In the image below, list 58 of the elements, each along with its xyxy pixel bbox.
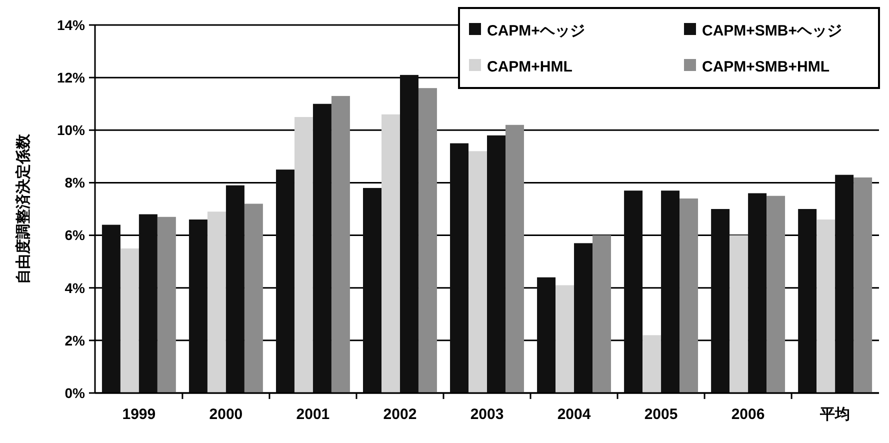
- y-tick-label: 0%: [64, 384, 86, 401]
- y-tick-label: 14%: [56, 16, 86, 33]
- bar: [624, 190, 643, 393]
- bar: [276, 170, 294, 393]
- bar: [244, 204, 263, 393]
- x-tick-label: 2002: [383, 406, 417, 423]
- bar: [730, 235, 748, 393]
- bar: [381, 114, 400, 393]
- bar: [574, 243, 593, 393]
- x-tick-label: 2001: [296, 406, 330, 423]
- bar: [363, 188, 382, 393]
- bar: [556, 285, 574, 393]
- bar: [487, 135, 506, 393]
- legend-label: CAPM+ヘッジ: [487, 22, 585, 40]
- bar: [468, 151, 487, 393]
- bar: [188, 220, 208, 393]
- bar: [157, 216, 176, 393]
- y-axis-title: 自由度調整済決定係数: [14, 133, 32, 284]
- bar: [766, 196, 786, 393]
- y-tick-label: 8%: [64, 174, 86, 191]
- x-tick-label: 1999: [122, 406, 156, 423]
- bar: [226, 185, 244, 393]
- y-tick-label: 10%: [56, 122, 86, 138]
- bar: [711, 209, 730, 393]
- bar: [537, 277, 556, 393]
- y-tick-label: 6%: [64, 227, 86, 244]
- x-tick-label: 2005: [644, 406, 678, 423]
- y-tick-label: 2%: [64, 332, 86, 348]
- bar: [748, 193, 767, 393]
- bar: [680, 198, 698, 393]
- x-tick-label: 2003: [470, 406, 504, 423]
- bar: [294, 117, 313, 393]
- y-tick-label: 4%: [64, 280, 86, 296]
- bar: [592, 235, 611, 393]
- y-tick-label: 12%: [56, 69, 86, 86]
- bar: [207, 212, 226, 393]
- bar: [835, 174, 854, 393]
- legend-label: CAPM+SMB+HML: [702, 58, 830, 76]
- bar: [642, 335, 662, 393]
- bar: [120, 248, 139, 393]
- bar: [661, 190, 680, 393]
- x-tick-label: 2004: [557, 406, 592, 423]
- bar: [400, 74, 418, 393]
- bar: [854, 177, 872, 393]
- bar: [505, 124, 524, 393]
- bar: [798, 209, 817, 393]
- bar: [816, 220, 836, 393]
- x-tick-label: 2006: [731, 406, 765, 423]
- x-tick-label: 2000: [209, 406, 243, 423]
- bar: [102, 224, 120, 393]
- bar: [331, 96, 350, 393]
- bar: [138, 214, 158, 393]
- bar: [450, 143, 469, 393]
- x-tick-label: 平均: [819, 406, 850, 423]
- bar: [418, 88, 437, 393]
- legend-label: CAPM+HML: [487, 58, 572, 76]
- legend-label: CAPM+SMB+ヘッジ: [702, 22, 842, 40]
- bar: [312, 104, 332, 393]
